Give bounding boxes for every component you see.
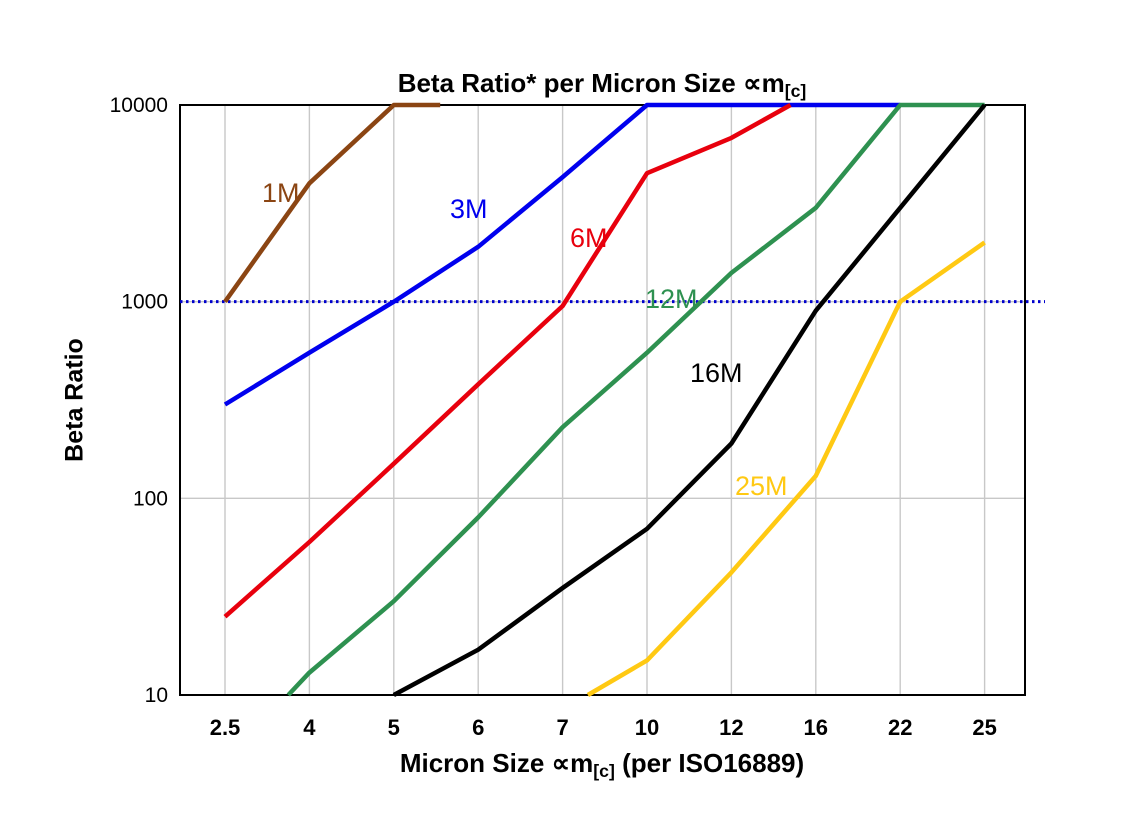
x-tick-label-22: 22 <box>888 715 912 740</box>
x-axis-title-main: Micron Size <box>399 748 552 778</box>
x-tick-label-6: 6 <box>472 715 484 740</box>
chart-title-main: Beta Ratio* per Micron Size <box>397 68 743 98</box>
x-tick-label-2.5: 2.5 <box>210 715 241 740</box>
series-label-1M: 1M <box>262 178 300 208</box>
x-axis-title-subscript: [c] <box>593 760 615 781</box>
x-tick-label-10: 10 <box>635 715 659 740</box>
x-axis-title-symbol: ∝m <box>551 748 594 778</box>
x-tick-label-7: 7 <box>556 715 568 740</box>
series-line-12M <box>286 102 985 697</box>
x-tick-label-4: 4 <box>303 715 316 740</box>
series-label-16M: 16M <box>690 358 743 388</box>
x-tick-label-25: 25 <box>972 715 996 740</box>
chart-title-symbol: ∝m <box>743 68 785 98</box>
y-axis-title: Beta Ratio <box>60 338 89 462</box>
x-tick-label-5: 5 <box>388 715 400 740</box>
series-label-3M: 3M <box>450 194 488 224</box>
plot-border <box>179 104 1026 696</box>
chart-title-subscript: [c] <box>784 80 807 101</box>
y-tick-label-1000: 1000 <box>121 291 168 314</box>
series-line-3M <box>223 102 901 407</box>
series-line-25M <box>586 240 986 697</box>
series-line-16M <box>392 103 987 697</box>
series-label-6M: 6M <box>570 223 608 253</box>
y-tick-label-100: 100 <box>133 487 168 510</box>
series-label-12M: 12M <box>645 284 698 314</box>
x-axis-title-suffix: (per ISO16889) <box>614 748 805 778</box>
x-tick-label-16: 16 <box>804 715 828 740</box>
x-axis-title: Micron Size ∝m[c] (per ISO16889) <box>400 748 804 782</box>
y-tick-label-10000: 10000 <box>110 94 168 117</box>
series-line-6M <box>223 103 792 619</box>
y-tick-label-10: 10 <box>145 684 168 707</box>
series-line-1M <box>223 102 441 304</box>
x-tick-label-12: 12 <box>719 715 743 740</box>
series-label-25M: 25M <box>735 471 788 501</box>
chart-title: Beta Ratio* per Micron Size ∝m[c] <box>398 68 807 102</box>
